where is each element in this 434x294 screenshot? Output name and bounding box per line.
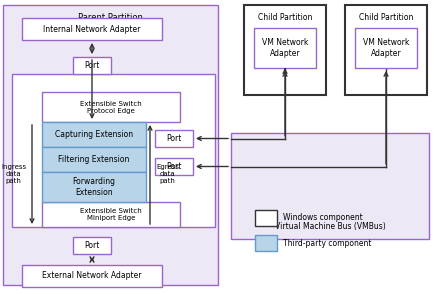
Bar	[42, 147, 146, 172]
Text: Filtering Extension: Filtering Extension	[58, 155, 129, 164]
Text: Virtual Machine Bus (VMBus): Virtual Machine Bus (VMBus)	[274, 222, 385, 231]
Bar	[73, 237, 111, 254]
Bar	[42, 202, 180, 227]
Bar	[344, 5, 426, 95]
Bar	[12, 74, 214, 227]
Text: Extensible Switch
Protocol Edge: Extensible Switch Protocol Edge	[80, 101, 141, 113]
Text: Internal Network Adapter: Internal Network Adapter	[43, 24, 140, 34]
Bar	[22, 265, 161, 287]
Text: Forwarding
Extension: Forwarding Extension	[72, 177, 115, 197]
Bar	[254, 210, 276, 226]
Text: Hyper-V Extensible Switch: Hyper-V Extensible Switch	[63, 210, 163, 219]
Text: Port: Port	[84, 61, 99, 70]
Text: Ingress
data
path: Ingress data path	[1, 165, 26, 185]
Text: Port: Port	[84, 241, 99, 250]
Text: Child Partition: Child Partition	[358, 13, 412, 22]
Bar	[243, 5, 325, 95]
Text: VM Network
Adapter: VM Network Adapter	[261, 38, 307, 58]
Text: Capturing Extension: Capturing Extension	[55, 130, 133, 139]
Text: External Network Adapter: External Network Adapter	[42, 271, 141, 280]
Bar	[73, 57, 111, 74]
Bar	[155, 130, 193, 147]
Bar	[22, 18, 161, 40]
Bar	[354, 28, 416, 68]
Text: Port: Port	[166, 134, 181, 143]
Bar	[42, 92, 180, 122]
Bar	[42, 172, 146, 202]
Bar	[230, 133, 428, 239]
Text: Child Partition: Child Partition	[257, 13, 312, 22]
Text: VM Network
Adapter: VM Network Adapter	[362, 38, 408, 58]
Text: Windows component: Windows component	[283, 213, 362, 223]
Text: Parent Partition: Parent Partition	[78, 13, 143, 22]
Bar	[155, 158, 193, 175]
Text: Port: Port	[166, 162, 181, 171]
Bar	[253, 28, 315, 68]
Text: Egress
data
path: Egress data path	[156, 165, 178, 185]
Text: Third-party component: Third-party component	[283, 238, 371, 248]
Bar	[3, 5, 217, 285]
Bar	[254, 235, 276, 251]
Text: Extensible Switch
Miniport Edge: Extensible Switch Miniport Edge	[80, 208, 141, 221]
Bar	[42, 122, 146, 147]
